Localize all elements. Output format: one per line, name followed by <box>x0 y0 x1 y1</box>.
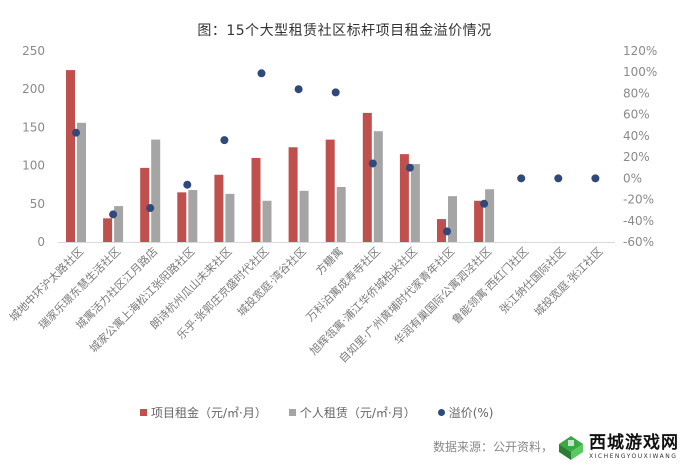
legend-item-rent: 项目租金（元/㎡·月） <box>140 404 267 421</box>
left-tick-label: 200 <box>22 82 45 96</box>
chart-title: 图：15个大型租赁社区标杆项目租金溢价情况 <box>197 23 492 39</box>
left-tick-label: 150 <box>22 120 45 134</box>
bar-personal-rent <box>225 193 235 242</box>
right-tick-label: -20% <box>623 193 654 207</box>
premium-dot <box>517 174 526 183</box>
premium-dot <box>554 174 563 183</box>
bar-project-rent <box>251 157 261 242</box>
x-category-label: 张江纳仕国际社区 <box>496 244 568 316</box>
left-tick-label: 50 <box>30 197 45 211</box>
premium-dot <box>146 204 155 213</box>
left-y-axis: 0 50 100 150 200 250 <box>22 44 45 249</box>
right-tick-label: 100% <box>623 65 657 79</box>
right-tick-label: 120% <box>623 44 657 58</box>
x-category-label: 城投宽庭·湾谷社区 <box>234 244 309 319</box>
bar-personal-rent <box>77 122 86 242</box>
premium-dot <box>480 199 489 208</box>
bar-project-rent <box>66 70 75 242</box>
watermark-logo-icon <box>559 435 583 460</box>
right-y-axis: -60% -40% -20% 0% 20% 40% 60% 80% 100% 120% <box>623 44 657 249</box>
legend-swatch-gray-icon <box>288 409 296 416</box>
bar-personal-rent <box>336 186 346 242</box>
premium-dot <box>591 174 600 183</box>
right-tick-label: 20% <box>623 150 650 164</box>
x-axis-labels: 城地中环沪太路社区瑞家乐璟东慧生活社区城寓活力社区江月路店城家公寓上海松江张阳路… <box>6 244 605 365</box>
watermark-subtext: XICHENGYOUXIWANG <box>589 453 678 460</box>
bar-personal-rent <box>373 131 383 242</box>
legend-label-premium: 溢价(%) <box>448 406 494 420</box>
legend: 项目租金（元/㎡·月） 个人租赁（元/㎡·月） 溢价(%) <box>140 404 494 421</box>
left-tick-label: 100 <box>22 159 45 173</box>
bar-personal-rent <box>299 190 309 242</box>
legend-item-premium: 溢价(%) <box>437 404 494 421</box>
x-category-label: 方糖寓 <box>313 244 346 277</box>
bar-series <box>66 70 495 242</box>
left-tick-label: 250 <box>22 44 45 58</box>
bar-personal-rent <box>485 189 495 242</box>
x-category-label: 城投宽庭·张江社区 <box>531 244 606 319</box>
premium-dot <box>257 69 266 78</box>
bar-project-rent <box>214 174 224 242</box>
premium-dot <box>72 128 80 137</box>
bar-project-rent <box>325 139 335 242</box>
bar-project-rent <box>103 218 113 242</box>
bar-project-rent <box>177 192 187 242</box>
bar-project-rent <box>362 112 372 242</box>
right-tick-label: -60% <box>623 235 654 249</box>
premium-dots <box>72 69 600 236</box>
premium-dot <box>405 163 414 172</box>
legend-swatch-red-icon <box>140 409 147 416</box>
premium-dot <box>368 159 377 168</box>
right-tick-label: 80% <box>623 86 650 100</box>
legend-label-rent: 项目租金（元/㎡·月） <box>151 406 267 420</box>
bar-personal-rent <box>114 206 124 242</box>
bar-personal-rent <box>151 139 161 242</box>
right-tick-label: 0% <box>623 171 642 185</box>
legend-label-personal: 个人租赁（元/㎡·月） <box>299 406 416 420</box>
bar-project-rent <box>288 147 298 242</box>
premium-dot <box>109 210 118 219</box>
data-source-note: 数据来源：公开资料， <box>433 440 554 454</box>
watermark: 西城游戏网 XICHENGYOUXIWANG <box>555 428 689 467</box>
legend-dot-icon <box>437 409 445 416</box>
premium-dot <box>443 227 451 236</box>
left-tick-label: 0 <box>37 235 45 249</box>
bar-personal-rent <box>262 200 272 242</box>
watermark-text: 西城游戏网 <box>589 433 679 453</box>
bar-personal-rent <box>188 190 198 242</box>
right-tick-label: 40% <box>623 129 650 143</box>
bar-project-rent <box>437 219 446 242</box>
bar-project-rent <box>474 200 484 242</box>
right-tick-label: 60% <box>623 108 650 122</box>
premium-dot <box>183 180 192 189</box>
premium-dot <box>220 136 229 145</box>
bar-personal-rent <box>410 164 420 242</box>
bar-project-rent <box>399 154 409 242</box>
bar-project-rent <box>140 167 150 242</box>
premium-dot <box>331 88 340 97</box>
bar-personal-rent <box>448 196 457 242</box>
premium-dot <box>294 85 303 94</box>
right-tick-label: -40% <box>623 214 654 228</box>
legend-item-personal: 个人租赁（元/㎡·月） <box>288 404 416 421</box>
